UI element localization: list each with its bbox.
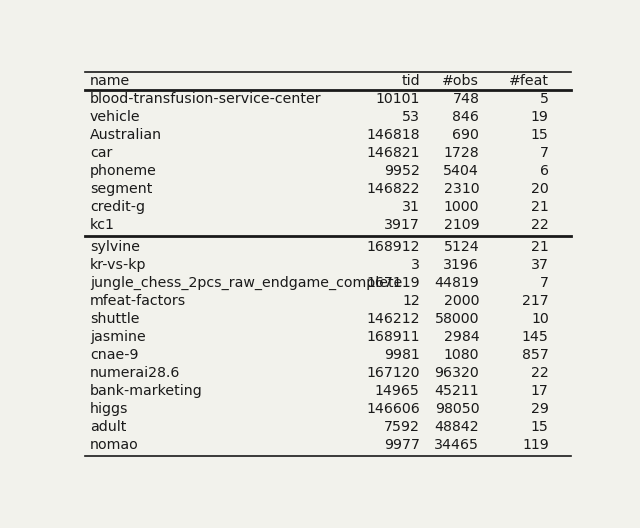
Text: 146822: 146822 [366,182,420,196]
Text: 10101: 10101 [376,92,420,106]
Text: 10: 10 [531,312,548,326]
Text: 58000: 58000 [435,312,479,326]
Text: 48842: 48842 [435,420,479,433]
Text: adult: adult [90,420,126,433]
Text: 167119: 167119 [366,276,420,290]
Text: name: name [90,74,130,88]
Text: #feat: #feat [509,74,548,88]
Text: 1000: 1000 [444,200,479,214]
Text: 44819: 44819 [435,276,479,290]
Text: 9981: 9981 [384,347,420,362]
Text: 9952: 9952 [384,164,420,178]
Text: jasmine: jasmine [90,329,146,344]
Text: jungle_chess_2pcs_raw_endgame_complete: jungle_chess_2pcs_raw_endgame_complete [90,276,403,290]
Text: 96320: 96320 [435,366,479,380]
Text: #obs: #obs [442,74,479,88]
Text: kr-vs-kp: kr-vs-kp [90,258,147,272]
Text: 29: 29 [531,402,548,416]
Text: 20: 20 [531,182,548,196]
Text: numerai28.6: numerai28.6 [90,366,180,380]
Text: 146821: 146821 [366,146,420,160]
Text: blood-transfusion-service-center: blood-transfusion-service-center [90,92,321,106]
Text: 167120: 167120 [366,366,420,380]
Text: 53: 53 [402,110,420,124]
Text: 2000: 2000 [444,294,479,308]
Text: 9977: 9977 [384,438,420,451]
Text: 5: 5 [540,92,548,106]
Text: 146818: 146818 [366,128,420,142]
Text: 2109: 2109 [444,218,479,232]
Text: 12: 12 [402,294,420,308]
Text: 846: 846 [452,110,479,124]
Text: car: car [90,146,112,160]
Text: 168912: 168912 [366,240,420,254]
Text: 168911: 168911 [366,329,420,344]
Text: 2984: 2984 [444,329,479,344]
Text: shuttle: shuttle [90,312,140,326]
Text: 146212: 146212 [366,312,420,326]
Text: 15: 15 [531,420,548,433]
Text: 145: 145 [522,329,548,344]
Text: 3917: 3917 [384,218,420,232]
Text: 14965: 14965 [375,384,420,398]
Text: 7: 7 [540,146,548,160]
Text: 22: 22 [531,218,548,232]
Text: 22: 22 [531,366,548,380]
Text: 217: 217 [522,294,548,308]
Text: bank-marketing: bank-marketing [90,384,203,398]
Text: 857: 857 [522,347,548,362]
Text: 146606: 146606 [366,402,420,416]
Text: 690: 690 [452,128,479,142]
Text: tid: tid [401,74,420,88]
Text: vehicle: vehicle [90,110,141,124]
Text: nomao: nomao [90,438,139,451]
Text: 21: 21 [531,200,548,214]
Text: 21: 21 [531,240,548,254]
Text: 5404: 5404 [444,164,479,178]
Text: kc1: kc1 [90,218,115,232]
Text: mfeat-factors: mfeat-factors [90,294,186,308]
Text: 6: 6 [540,164,548,178]
Text: 5124: 5124 [444,240,479,254]
Text: cnae-9: cnae-9 [90,347,138,362]
Text: 15: 15 [531,128,548,142]
Text: 3196: 3196 [444,258,479,272]
Text: 37: 37 [531,258,548,272]
Text: 7: 7 [540,276,548,290]
Text: 19: 19 [531,110,548,124]
Text: 98050: 98050 [435,402,479,416]
Text: 1728: 1728 [444,146,479,160]
Text: 7592: 7592 [384,420,420,433]
Text: Australian: Australian [90,128,162,142]
Text: 1080: 1080 [444,347,479,362]
Text: higgs: higgs [90,402,129,416]
Text: credit-g: credit-g [90,200,145,214]
Text: 748: 748 [452,92,479,106]
Text: 31: 31 [402,200,420,214]
Text: sylvine: sylvine [90,240,140,254]
Text: 2310: 2310 [444,182,479,196]
Text: 119: 119 [522,438,548,451]
Text: 17: 17 [531,384,548,398]
Text: 34465: 34465 [435,438,479,451]
Text: 3: 3 [411,258,420,272]
Text: 45211: 45211 [435,384,479,398]
Text: phoneme: phoneme [90,164,157,178]
Text: segment: segment [90,182,152,196]
